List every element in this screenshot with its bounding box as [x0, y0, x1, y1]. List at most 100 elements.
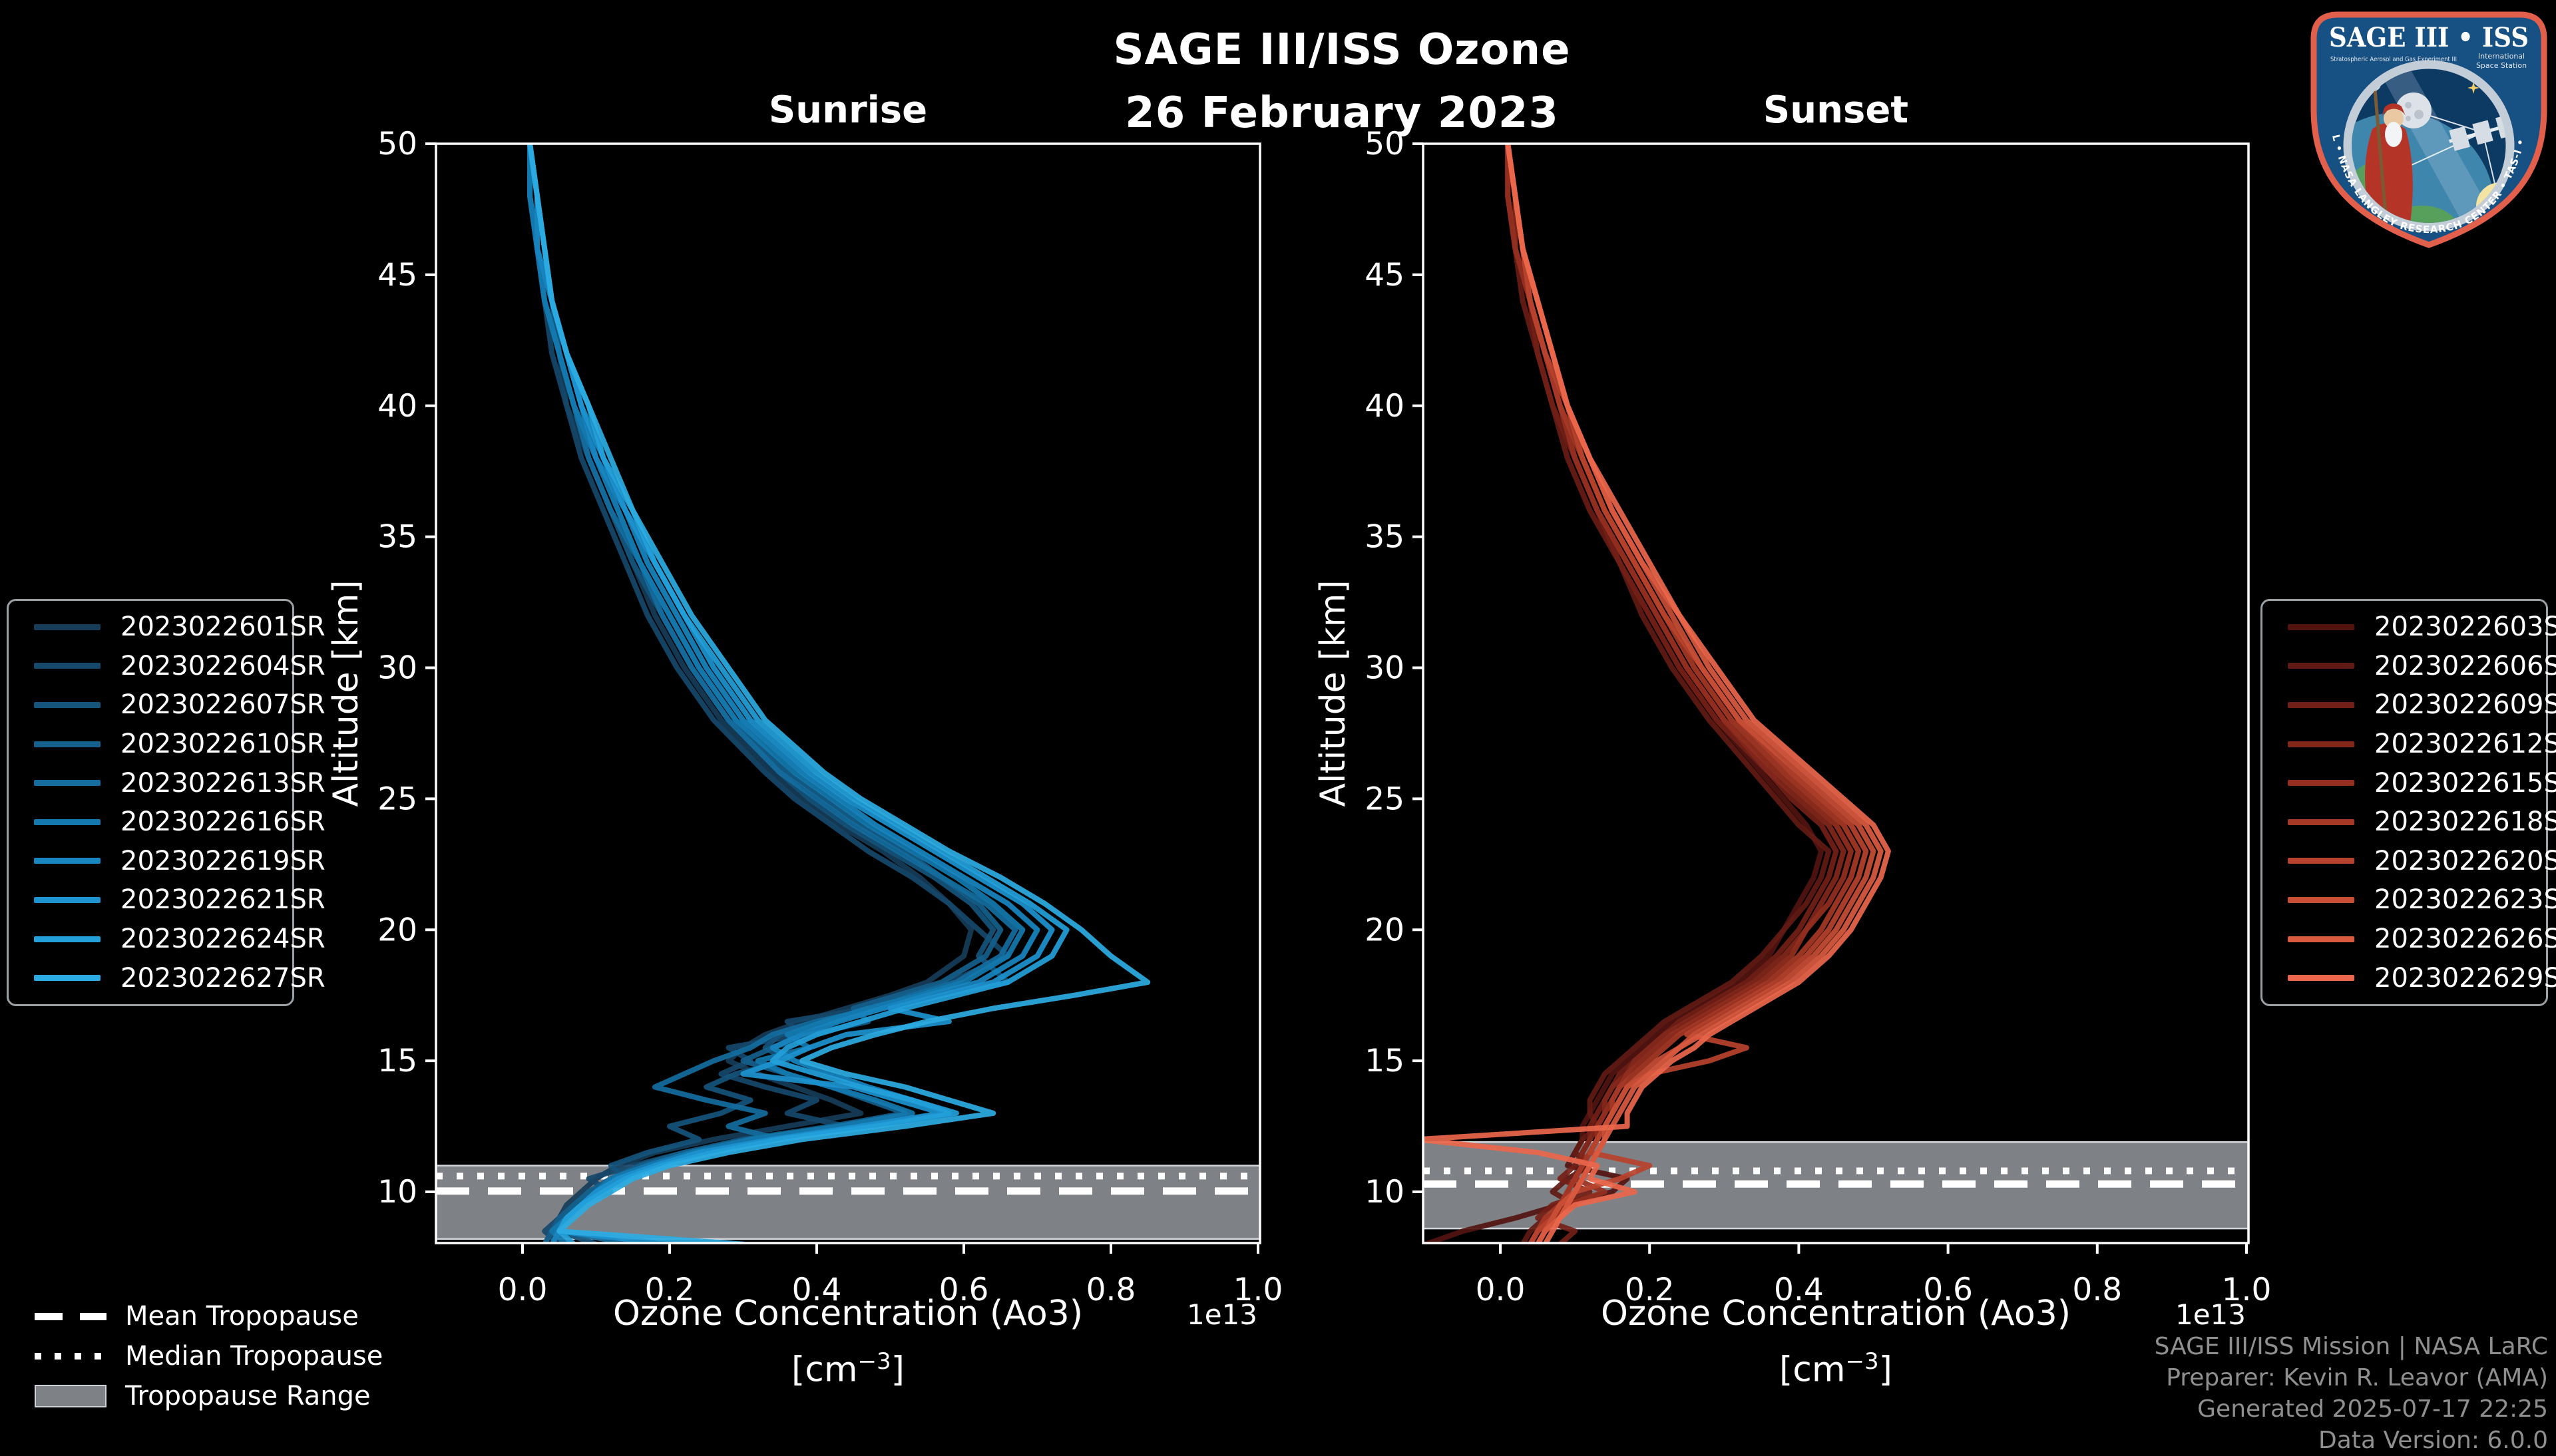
sunset-y-tick-label: 50 — [1365, 126, 1404, 162]
attribution-data-version: Data Version: 6.0.0 — [2318, 1427, 2548, 1454]
legend-item-2023022601SR: 2023022601SR — [9, 612, 325, 642]
sunrise-x-axis-offset-text: 1e13 — [1187, 1298, 1257, 1331]
sunset-x-tick-label: 0.0 — [1476, 1272, 1526, 1308]
sunset-x-tick-label: 0.2 — [1625, 1272, 1675, 1308]
sunset-x-tick-label: 0.6 — [1923, 1272, 1973, 1308]
x-axis-label-text: Ozone Concentration (Ao3) — [1600, 1294, 2071, 1334]
sunset-y-tick-label: 15 — [1365, 1043, 1404, 1079]
legend-label: 2023022615SS — [2374, 767, 2556, 799]
mean-tropopause-label: Mean Tropopause — [125, 1301, 359, 1332]
legend-line-swatch — [2288, 741, 2354, 747]
legend-item-2023022627SR: 2023022627SR — [9, 963, 325, 994]
legend-line-swatch — [34, 975, 101, 982]
legend-label: 2023022606SS — [2374, 650, 2556, 681]
legend-item-2023022613SR: 2023022613SR — [9, 768, 325, 799]
sunset-y-tick-label: 35 — [1365, 519, 1404, 556]
sunset-y-tick-label: 40 — [1365, 388, 1404, 425]
legend-item-2023022604SR: 2023022604SR — [9, 651, 325, 681]
legend-item-2023022619SR: 2023022619SR — [9, 846, 325, 876]
profile-line-2023022627SR — [527, 144, 1151, 1243]
legend-line-swatch — [34, 663, 101, 669]
profile-line-2023022606SS — [1505, 144, 1832, 1243]
patch-subtitle-right1: International — [2478, 52, 2525, 61]
sunrise-x-tick-label: 0.0 — [498, 1272, 548, 1308]
median-tropopause-label: Median Tropopause — [125, 1341, 383, 1371]
legend-line-swatch — [2288, 624, 2354, 630]
main-title-line1: SAGE III/ISS Ozone — [1113, 25, 1571, 75]
legend-item-2023022606SS: 2023022606SS — [2262, 651, 2556, 681]
sunset-legend: 2023022603SS 2023022606SS 2023022609SS 2023… — [2260, 599, 2556, 1006]
sunset-profiles — [1423, 144, 1891, 1243]
x-axis-label-text: Ozone Concentration (Ao3) — [612, 1294, 1084, 1334]
sunset-x-axis-offset-text: 1e13 — [2175, 1298, 2246, 1331]
mean-tropopause-legend-item: Mean Tropopause — [35, 1296, 383, 1336]
moon-icon — [2396, 92, 2432, 128]
legend-item-2023022615SS: 2023022615SS — [2262, 768, 2556, 799]
sunset-x-tick-label: 0.4 — [1774, 1272, 1824, 1308]
sunrise-y-tick-label: 10 — [377, 1174, 417, 1210]
mission-patch-logo: SAGE III • ISS Stratospheric Aerosol and… — [2308, 9, 2547, 248]
sunset-y-axis-label: Altitude [km] — [1313, 580, 1353, 807]
profile-line-2023022609SS — [1505, 144, 1839, 1243]
legend-line-swatch — [34, 819, 101, 825]
sunset-plot-frame — [1422, 142, 2250, 1244]
legend-line-swatch — [34, 896, 101, 903]
legend-item-2023022610SR: 2023022610SR — [9, 729, 325, 759]
legend-item-2023022616SR: 2023022616SR — [9, 807, 325, 837]
profile-line-2023022615SS — [1505, 144, 1854, 1243]
sunset-panel-title: Sunset — [1763, 89, 1909, 132]
legend-item-2023022624SR: 2023022624SR — [9, 924, 325, 954]
legend-line-swatch — [2288, 858, 2354, 864]
sunrise-x-tick-label: 0.6 — [939, 1272, 989, 1308]
legend-item-2023022603SS: 2023022603SS — [2262, 612, 2556, 642]
legend-label: 2023022620SS — [2374, 845, 2556, 876]
legend-label: 2023022621SR — [120, 884, 325, 916]
legend-label: 2023022613SR — [120, 767, 325, 799]
patch-subtitle-right2: Space Station — [2476, 61, 2527, 70]
legend-label: 2023022624SR — [120, 924, 325, 955]
legend-line-swatch — [34, 741, 101, 747]
sunset-y-tick-label: 45 — [1365, 257, 1404, 293]
tropopause-legend: Mean Tropopause Median Tropopause Tropop… — [35, 1296, 383, 1416]
sunrise-y-tick-label: 40 — [377, 388, 417, 425]
profile-line-2023022618SS — [1505, 144, 1862, 1243]
sunrise-y-tick-label: 45 — [377, 257, 417, 293]
profile-line-2023022621SR — [527, 144, 1055, 1243]
legend-item-2023022629SS: 2023022629SS — [2262, 963, 2556, 994]
legend-line-swatch — [34, 780, 101, 787]
legend-label: 2023022603SS — [2374, 612, 2556, 643]
legend-item-2023022609SS: 2023022609SS — [2262, 689, 2556, 720]
sunrise-x-tick-label: 0.8 — [1086, 1272, 1136, 1308]
legend-label: 2023022626SS — [2374, 924, 2556, 955]
legend-line-swatch — [34, 701, 101, 708]
legend-label: 2023022627SR — [120, 962, 325, 994]
legend-line-swatch — [34, 858, 101, 864]
legend-line-swatch — [2288, 819, 2354, 825]
legend-item-2023022620SS: 2023022620SS — [2262, 846, 2556, 876]
patch-title: SAGE III • ISS — [2329, 22, 2529, 53]
sunrise-y-tick-label: 50 — [377, 126, 417, 162]
sunrise-y-tick-label: 25 — [377, 781, 417, 817]
patch-subtitle-left: Stratospheric Aerosol and Gas Experiment… — [2330, 56, 2457, 63]
legend-label: 2023022607SR — [120, 689, 325, 721]
page-title: SAGE III/ISS Ozone 26 February 2023 — [843, 19, 1841, 145]
x-axis-unit: [cm−3] — [791, 1348, 905, 1390]
legend-item-2023022621SR: 2023022621SR — [9, 884, 325, 915]
dotted-line-sample — [35, 1353, 106, 1360]
legend-label: 2023022610SR — [120, 729, 325, 760]
legend-line-swatch — [2288, 780, 2354, 787]
sunset-x-tick-label: 0.8 — [2072, 1272, 2122, 1308]
profile-line-2023022601SR — [527, 144, 974, 1243]
sunset-y-tick-label: 10 — [1365, 1174, 1404, 1210]
sunset-x-axis-label: Ozone Concentration (Ao3) [cm−3] — [1503, 1290, 2169, 1393]
legend-item-2023022626SS: 2023022626SS — [2262, 924, 2556, 954]
legend-label: 2023022612SS — [2374, 729, 2556, 760]
legend-line-swatch — [34, 936, 101, 942]
sunset-y-tick-label: 25 — [1365, 781, 1404, 817]
sunrise-plot-frame — [435, 142, 1261, 1244]
tropopause-range-label: Tropopause Range — [125, 1381, 371, 1411]
band-sample — [35, 1385, 106, 1407]
sunrise-profiles — [527, 144, 1151, 1243]
